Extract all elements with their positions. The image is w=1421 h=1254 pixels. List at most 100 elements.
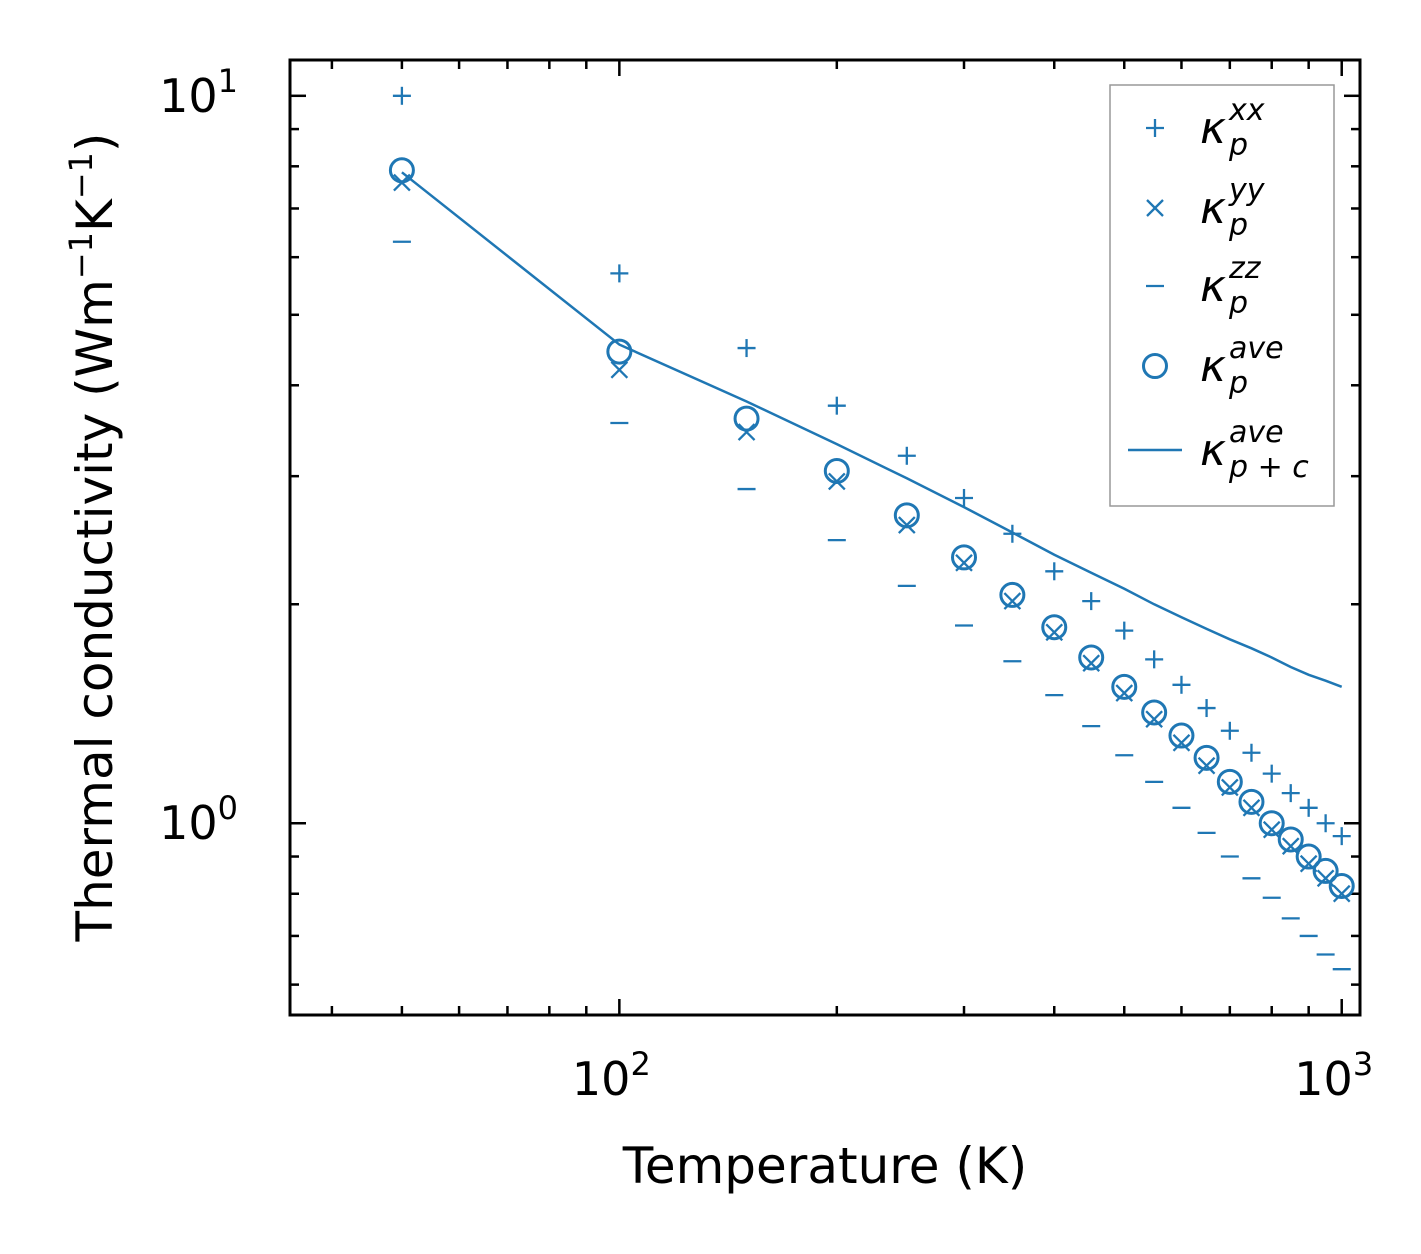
data-point — [1041, 614, 1068, 641]
y-tick-label-base: 10 — [159, 796, 218, 850]
data-point — [1295, 843, 1322, 870]
x-marker-b — [1332, 884, 1351, 903]
y-tick-label-base: 10 — [159, 69, 218, 123]
x-marker-b — [1146, 199, 1164, 217]
legend-symbol: κ — [1200, 341, 1226, 392]
data-point — [897, 516, 916, 534]
data-point — [1216, 768, 1243, 795]
data-point — [1277, 826, 1304, 853]
legend-symbol: κ — [1200, 103, 1226, 154]
x-marker-b — [610, 361, 629, 379]
y-axis-label-exp2: −1 — [62, 152, 100, 199]
data-point — [1281, 837, 1300, 855]
data-point — [1299, 798, 1318, 817]
data-point — [1145, 650, 1164, 669]
series-line — [401, 171, 1343, 688]
data-point — [610, 361, 629, 379]
legend-superscript: zz — [1228, 251, 1262, 286]
data-point — [1281, 784, 1300, 803]
x-marker-b — [1172, 733, 1191, 752]
legend-symbol: κ — [1200, 261, 1226, 312]
data-point — [897, 446, 916, 465]
data-point — [733, 405, 760, 432]
series-kappa-p-xx — [392, 86, 1351, 846]
data-point — [1197, 756, 1216, 775]
data-point — [827, 396, 846, 415]
legend-superscript: yy — [1228, 173, 1266, 208]
data-point — [1078, 644, 1105, 671]
data-point — [392, 86, 411, 105]
data-point — [606, 338, 633, 365]
y-tick-label: 101 — [159, 62, 238, 123]
data-point — [610, 264, 629, 283]
data-point — [1111, 673, 1138, 700]
data-point — [1242, 743, 1261, 762]
data-point — [1082, 592, 1101, 611]
legend-subscript: p — [1228, 128, 1248, 163]
data-point — [388, 157, 415, 184]
data-point — [823, 457, 850, 484]
data-point — [1262, 764, 1281, 783]
x-tick-label-exp: 3 — [1353, 1045, 1373, 1083]
x-tick-label: 102 — [572, 1045, 651, 1106]
data-point — [1238, 788, 1265, 815]
data-point — [1172, 733, 1191, 752]
y-axis-label-end: ) — [66, 133, 124, 153]
y-axis-label-mid: K — [66, 198, 124, 232]
data-point — [1332, 884, 1351, 903]
data-point — [1172, 675, 1191, 694]
x-tick-label: 103 — [1294, 1045, 1373, 1106]
x-marker-b — [737, 423, 756, 441]
legend-item: κ zzp — [1146, 251, 1262, 321]
legend-marker — [1146, 199, 1164, 217]
legend-superscript: xx — [1228, 93, 1265, 128]
x-marker-b — [897, 516, 916, 534]
data-point — [951, 544, 978, 571]
data-series — [388, 86, 1355, 971]
data-point — [1312, 857, 1339, 884]
y-axis-label-exp1: −1 — [62, 232, 100, 279]
data-point — [1115, 621, 1134, 640]
x-marker-b — [1316, 869, 1335, 888]
x-marker-b — [1281, 837, 1300, 855]
plot-frame — [288, 58, 1362, 1017]
data-point — [1332, 827, 1351, 846]
data-point — [1145, 710, 1163, 729]
y-axis-label-main: Thermal conductivity (Wm — [66, 279, 124, 942]
x-marker-b — [1145, 710, 1163, 729]
data-point — [737, 339, 756, 358]
y-tick-label-exp: 0 — [218, 789, 238, 827]
data-point — [999, 581, 1026, 608]
y-tick-label-exp: 1 — [218, 62, 238, 100]
x-marker-b — [1197, 756, 1216, 775]
legend-marker — [1142, 353, 1168, 379]
x-tick-label-exp: 2 — [630, 1045, 650, 1083]
data-point — [1328, 872, 1355, 899]
legend-subscript: p + c — [1228, 450, 1309, 485]
data-point — [955, 488, 974, 507]
legend-superscript: ave — [1229, 331, 1284, 366]
data-point — [1220, 721, 1239, 740]
series-kappa-p-zz — [392, 240, 1351, 971]
series-kappa-p-c-ave — [401, 171, 1343, 688]
legend-item: κ yyp — [1146, 173, 1266, 243]
data-point — [1258, 810, 1285, 837]
series-kappa-p-ave — [388, 157, 1355, 899]
legend-subscript: p — [1228, 286, 1248, 321]
data-point — [1197, 699, 1216, 718]
x-marker-b — [1299, 854, 1318, 873]
legend-subscript: p — [1228, 208, 1248, 243]
legend-symbol: κ — [1200, 425, 1226, 476]
legend-subscript: p — [1228, 366, 1248, 401]
x-tick-label-base: 10 — [1294, 1052, 1353, 1106]
y-tick-label: 100 — [159, 789, 238, 850]
data-point — [737, 423, 756, 441]
legend-frame — [1109, 84, 1335, 507]
data-point — [1168, 722, 1195, 749]
y-axis-label: Thermal conductivity (Wm−1K−1) — [62, 133, 124, 943]
data-point — [1193, 744, 1220, 771]
